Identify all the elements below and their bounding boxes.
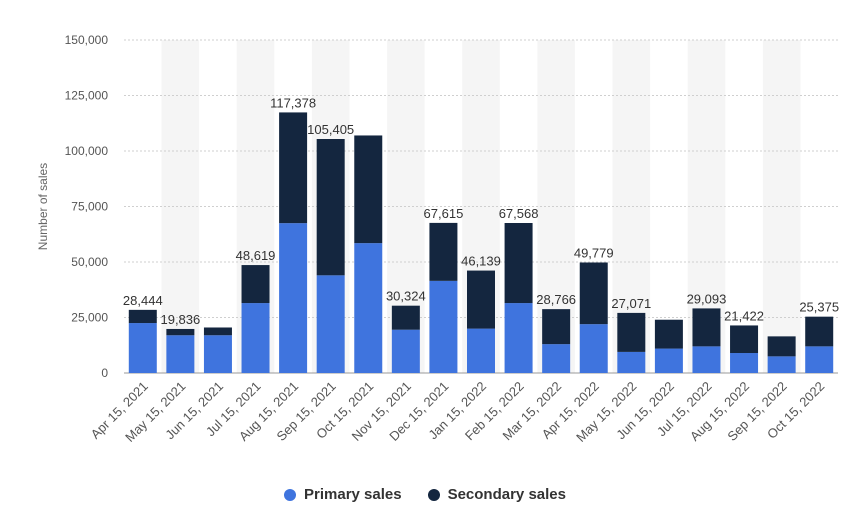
bar-primary — [316, 275, 345, 373]
bar-primary — [467, 328, 495, 373]
bar-total-label: 25,375 — [799, 300, 839, 315]
bar-primary — [805, 346, 834, 373]
bar-secondary — [467, 270, 495, 329]
bar-total-label: 67,615 — [424, 206, 464, 221]
bar-secondary — [203, 327, 232, 336]
bar-secondary — [316, 139, 345, 276]
bar-secondary — [805, 316, 834, 347]
bar-total-label: 28,766 — [536, 292, 576, 307]
bar-primary — [654, 348, 683, 373]
y-axis-title: Number of sales — [36, 163, 50, 250]
y-tick-label: 75,000 — [71, 200, 108, 214]
bar-secondary — [391, 305, 420, 330]
bar-total-label: 30,324 — [386, 289, 426, 304]
bar-secondary — [542, 309, 571, 345]
legend-label-primary: Primary sales — [304, 486, 402, 503]
bar-secondary — [166, 328, 195, 336]
bar-total-label: 67,568 — [499, 206, 539, 221]
bar-secondary — [579, 262, 608, 325]
bar-primary — [166, 335, 195, 373]
bar-primary — [767, 356, 796, 373]
bar-secondary — [730, 325, 759, 354]
bar-primary — [354, 243, 383, 373]
bar-total-label: 28,444 — [123, 293, 163, 308]
bar-secondary — [241, 265, 270, 304]
bar-secondary — [429, 222, 458, 281]
bar-secondary — [654, 319, 683, 349]
bar-primary — [279, 223, 308, 373]
bar-primary — [241, 303, 270, 373]
bar-secondary — [767, 336, 796, 357]
bar-total-label: 49,779 — [574, 245, 614, 260]
y-tick-label: 150,000 — [65, 33, 109, 47]
legend-dot-secondary — [427, 488, 440, 501]
bar-primary — [730, 353, 759, 373]
bar-secondary — [692, 308, 721, 347]
legend-item-primary[interactable]: Primary sales — [284, 486, 402, 503]
bar-total-label: 117,378 — [270, 95, 316, 110]
y-tick-label: 50,000 — [71, 255, 108, 269]
bar-primary — [391, 329, 420, 373]
legend: Primary sales Secondary sales — [0, 486, 850, 503]
bar-secondary — [617, 312, 646, 352]
bar-primary — [692, 346, 721, 373]
bar-secondary — [279, 112, 308, 224]
y-tick-label: 0 — [101, 366, 108, 380]
bar-total-label: 29,093 — [687, 291, 727, 306]
bar-primary — [128, 323, 157, 373]
bar-primary — [203, 335, 232, 373]
legend-label-secondary: Secondary sales — [447, 486, 566, 503]
legend-dot-primary — [284, 488, 296, 501]
bar-total-label: 46,139 — [461, 254, 501, 269]
bar-secondary — [504, 222, 533, 304]
bar-total-label: 19,836 — [160, 312, 200, 327]
bar-total-label: 48,619 — [236, 248, 276, 263]
bar-secondary — [354, 135, 383, 244]
y-tick-label: 125,000 — [65, 89, 109, 103]
bar-primary — [542, 344, 571, 373]
bar-primary — [504, 303, 533, 373]
y-tick-label: 25,000 — [71, 311, 108, 325]
bar-primary — [617, 351, 646, 373]
bar-total-label: 105,405 — [307, 122, 354, 137]
bar-primary — [429, 280, 458, 373]
legend-item-secondary[interactable]: Secondary sales — [427, 486, 566, 503]
y-tick-label: 100,000 — [65, 144, 109, 158]
bar-total-label: 21,422 — [724, 308, 764, 323]
bar-primary — [579, 324, 608, 373]
bar-secondary — [128, 309, 157, 324]
bar-total-label: 27,071 — [611, 296, 651, 311]
